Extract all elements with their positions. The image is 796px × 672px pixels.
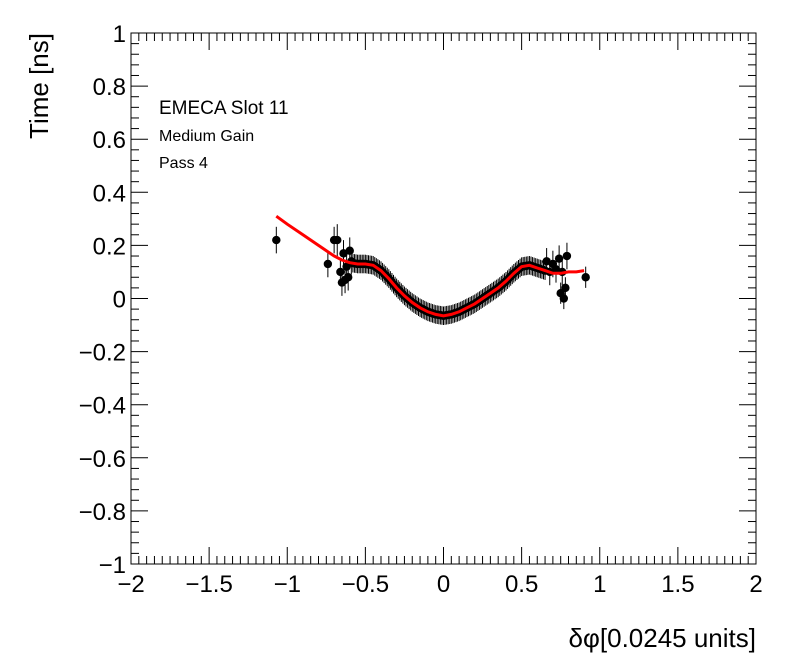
fit-curve xyxy=(275,214,585,318)
y-tick-label: −1 xyxy=(99,552,126,579)
y-tick-label: 0 xyxy=(113,287,126,314)
data-point xyxy=(581,266,590,288)
data-point xyxy=(343,263,353,291)
data-point xyxy=(333,224,342,257)
y-tick-label: 1 xyxy=(113,21,126,48)
data-point xyxy=(561,277,570,299)
y-tick-label: 0.4 xyxy=(93,180,126,207)
x-tick-label: 0.5 xyxy=(505,571,538,598)
data-point xyxy=(323,250,333,278)
data-point xyxy=(272,226,281,254)
annotation-gain: Medium Gain xyxy=(159,128,254,145)
annotation-slot: EMECA Slot 11 xyxy=(159,98,289,119)
y-tick-label: −0.4 xyxy=(79,393,126,420)
marker xyxy=(581,273,590,282)
marker xyxy=(554,254,564,263)
data-points xyxy=(272,224,590,326)
x-tick-label: 2 xyxy=(749,571,762,598)
x-tick-label: 0 xyxy=(437,571,450,598)
axis-ticks xyxy=(130,32,757,565)
marker xyxy=(559,294,569,303)
x-tick-label: 1.5 xyxy=(661,571,694,598)
y-tick-label: 0.8 xyxy=(93,74,126,101)
marker xyxy=(345,246,354,255)
marker xyxy=(333,235,342,245)
y-tick-labels: −1 −0.8 −0.6 −0.4 −0.2 0 0.2 0.4 0.6 0.8 1 xyxy=(79,21,126,579)
y-tick-label: −0.2 xyxy=(79,340,126,367)
y-tick-label: 0.6 xyxy=(93,127,126,154)
data-point xyxy=(554,245,564,272)
x-tick-label: −0.5 xyxy=(342,571,389,598)
marker xyxy=(343,273,353,282)
x-tick-labels: −2 −1.5 −1 −0.5 0 0.5 1 1.5 2 xyxy=(117,571,762,598)
marker xyxy=(561,283,570,293)
marker xyxy=(562,251,572,261)
marker xyxy=(336,267,345,277)
x-axis-title: δφ[0.0245 units] xyxy=(569,623,756,653)
annotation-pass: Pass 4 xyxy=(159,155,208,172)
x-tick-label: −1 xyxy=(274,571,301,598)
x-tick-label: −1.5 xyxy=(185,571,232,598)
y-axis-title: Time [ns] xyxy=(24,33,54,139)
y-tick-label: −0.8 xyxy=(79,499,126,526)
x-tick-label: 1 xyxy=(593,571,606,598)
y-tick-label: −0.6 xyxy=(79,446,126,473)
marker xyxy=(272,235,281,245)
data-point xyxy=(562,242,572,270)
marker xyxy=(323,259,333,269)
y-tick-label: 0.2 xyxy=(93,233,126,260)
x-tick-label: −2 xyxy=(117,571,144,598)
